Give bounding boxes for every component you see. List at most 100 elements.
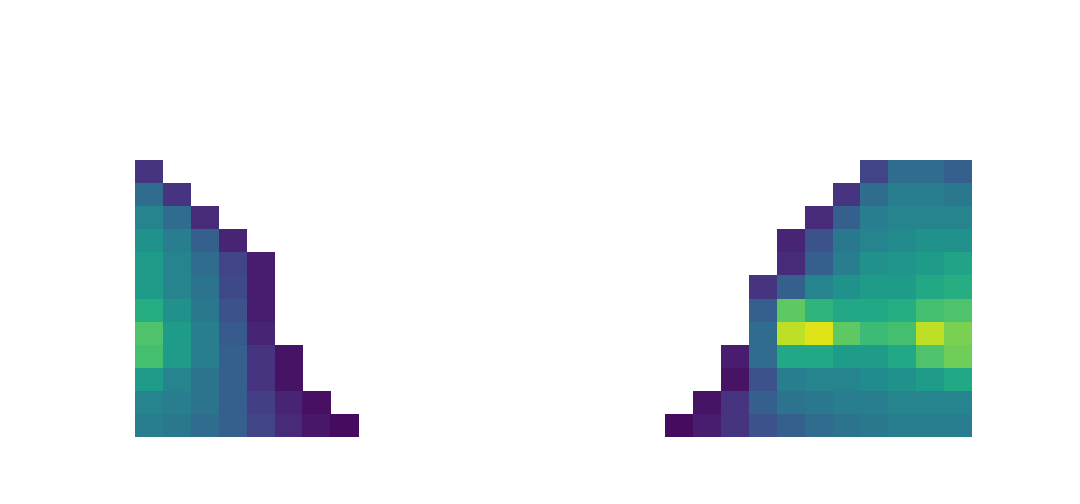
cell <box>944 206 972 230</box>
cell <box>916 275 944 299</box>
cell <box>860 160 888 184</box>
cell <box>219 368 247 392</box>
cell <box>191 229 219 253</box>
cell <box>888 183 916 207</box>
cell <box>135 368 163 392</box>
cell <box>916 252 944 276</box>
cell <box>916 368 944 392</box>
cell <box>693 414 721 437</box>
cell <box>888 252 916 276</box>
cell <box>191 299 219 323</box>
heatmap-cells <box>135 160 972 437</box>
cell <box>833 322 861 346</box>
cell <box>777 299 805 323</box>
cell <box>721 368 749 392</box>
cell <box>888 275 916 299</box>
cell <box>944 414 972 437</box>
cell <box>219 345 247 369</box>
cell <box>219 391 247 415</box>
cell <box>833 183 861 207</box>
cell <box>833 206 861 230</box>
cell <box>916 160 944 184</box>
cell <box>833 252 861 276</box>
cell <box>777 229 805 253</box>
cell <box>888 160 916 184</box>
cell <box>749 322 777 346</box>
cell <box>275 345 303 369</box>
cell <box>247 345 275 369</box>
cell <box>805 368 833 392</box>
cell <box>302 414 330 437</box>
cell <box>860 322 888 346</box>
cell <box>777 252 805 276</box>
cell <box>247 391 275 415</box>
cell <box>275 414 303 437</box>
cell <box>163 252 191 276</box>
cell <box>191 391 219 415</box>
cell <box>805 299 833 323</box>
cell <box>330 414 358 437</box>
cell <box>191 252 219 276</box>
cell <box>805 206 833 230</box>
cell <box>777 391 805 415</box>
cell <box>135 252 163 276</box>
cell <box>247 322 275 346</box>
cell <box>860 299 888 323</box>
cell <box>888 368 916 392</box>
cell <box>944 391 972 415</box>
cell <box>944 252 972 276</box>
cell <box>135 299 163 323</box>
cell <box>247 414 275 437</box>
cell <box>163 414 191 437</box>
cell <box>860 275 888 299</box>
cell <box>860 391 888 415</box>
cell <box>191 206 219 230</box>
cell <box>721 414 749 437</box>
cell <box>777 368 805 392</box>
cell <box>944 322 972 346</box>
cell <box>805 345 833 369</box>
cell <box>163 299 191 323</box>
cell <box>135 275 163 299</box>
cell <box>777 345 805 369</box>
cell <box>247 368 275 392</box>
cell <box>888 206 916 230</box>
cell <box>833 345 861 369</box>
cell <box>916 414 944 437</box>
cell <box>805 414 833 437</box>
cell <box>749 345 777 369</box>
cell <box>833 391 861 415</box>
cell <box>665 414 693 437</box>
cell <box>163 206 191 230</box>
cell <box>916 206 944 230</box>
cell <box>191 275 219 299</box>
cell <box>219 275 247 299</box>
cell <box>163 229 191 253</box>
cell <box>749 299 777 323</box>
cell <box>833 299 861 323</box>
cell <box>888 414 916 437</box>
cell <box>191 368 219 392</box>
cell <box>219 252 247 276</box>
cell <box>888 345 916 369</box>
cell <box>805 391 833 415</box>
cell <box>805 275 833 299</box>
cell <box>191 414 219 437</box>
cell <box>916 345 944 369</box>
cell <box>860 206 888 230</box>
cell <box>888 391 916 415</box>
cell <box>163 368 191 392</box>
cell <box>275 368 303 392</box>
cell <box>749 414 777 437</box>
cell <box>163 391 191 415</box>
cell <box>721 345 749 369</box>
cell <box>777 414 805 437</box>
cell <box>860 183 888 207</box>
cell <box>219 229 247 253</box>
cell <box>302 391 330 415</box>
cell <box>749 368 777 392</box>
cell <box>247 252 275 276</box>
cell <box>805 252 833 276</box>
cell <box>749 275 777 299</box>
cell <box>219 299 247 323</box>
